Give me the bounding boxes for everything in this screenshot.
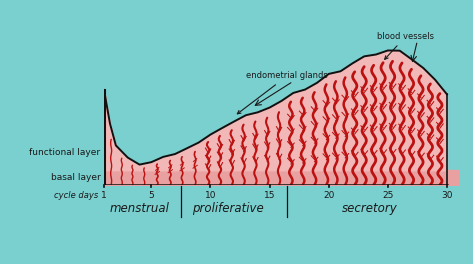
Text: 10: 10 <box>205 191 216 200</box>
Text: 1: 1 <box>101 191 107 200</box>
Text: basal layer: basal layer <box>51 173 100 182</box>
Text: 25: 25 <box>382 191 394 200</box>
Text: secretory: secretory <box>342 202 398 215</box>
Text: blood vessels: blood vessels <box>377 32 434 59</box>
Text: 30: 30 <box>441 191 453 200</box>
Text: 15: 15 <box>264 191 275 200</box>
Text: menstrual: menstrual <box>110 202 169 215</box>
Text: functional layer: functional layer <box>29 148 100 157</box>
Text: 5: 5 <box>149 191 154 200</box>
Text: 20: 20 <box>323 191 334 200</box>
Text: proliferative: proliferative <box>193 202 264 215</box>
Text: cycle days: cycle days <box>54 191 99 200</box>
Text: endometrial glands: endometrial glands <box>237 71 328 114</box>
